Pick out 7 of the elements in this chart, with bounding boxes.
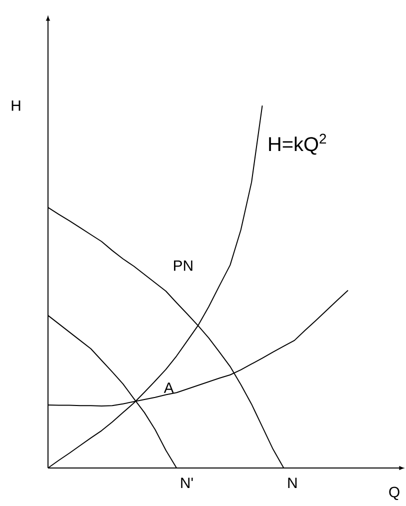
annotation: A — [164, 382, 174, 393]
series-label: H=kQ$^{2}$ — [269, 134, 326, 155]
y-axis-title: H — [12, 100, 20, 111]
text: N' — [181, 478, 193, 488]
text: N — [288, 478, 297, 488]
annotation: PN — [174, 260, 192, 271]
x-axis-title: Q — [389, 486, 400, 500]
